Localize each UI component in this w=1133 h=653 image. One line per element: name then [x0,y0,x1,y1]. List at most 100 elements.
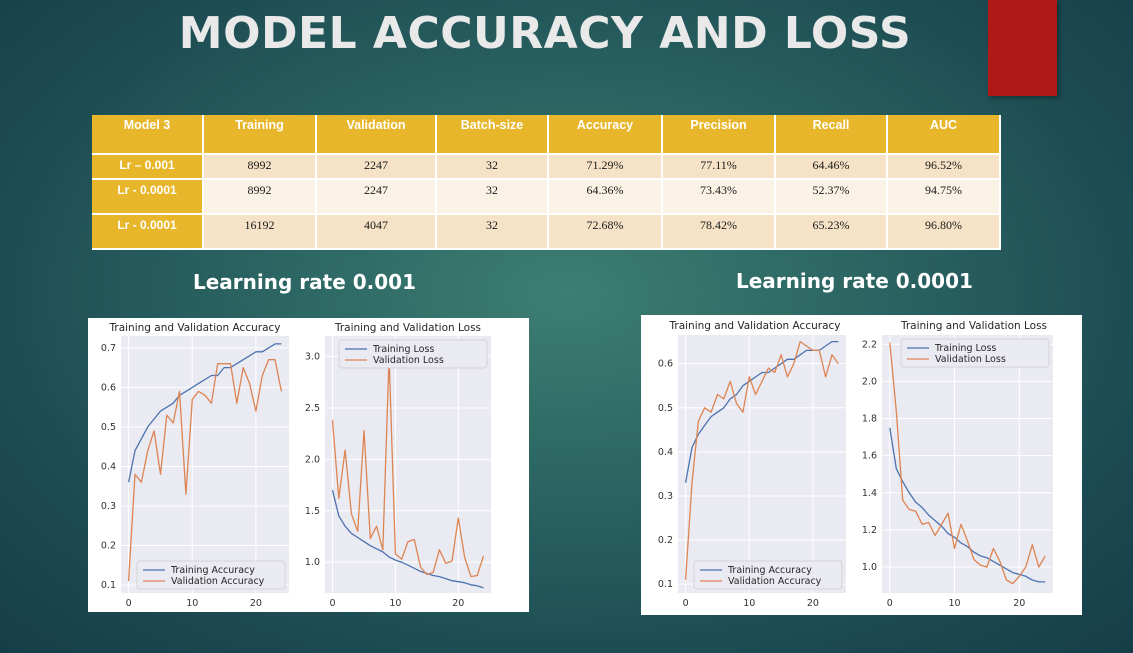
table-cell: 4047 [316,214,437,250]
table-cell: 71.29% [548,154,663,180]
column-header: Accuracy [548,115,663,155]
legend-box [693,560,843,590]
accuracy-chart-right: 0.1 0.2 0.3 0.4 0.5 0.6 0 10 20 Training and Vali… [658,320,846,609]
chart-title: Training and Validation Accuracy [669,320,841,332]
legend-label: Training Loss [372,344,434,355]
table-cell: 78.42% [662,214,776,250]
row-label: Lr - 0.0001 [92,179,204,215]
x-tick-label: 10 [948,598,960,609]
table-cell: 8992 [203,154,317,180]
subheading-left: Learning rate 0.001 [193,270,416,294]
table-cell: 8992 [203,179,317,215]
x-tick-label: 10 [743,598,755,609]
y-tick-label: 1.2 [862,525,877,536]
series-line-0 [331,490,484,589]
series-line-1 [684,340,839,580]
table-cell: 65.23% [775,214,888,250]
y-tick-label: 0.6 [101,382,116,393]
y-tick-label: 0.2 [658,535,673,546]
legend-box [338,339,488,369]
column-header: Training [203,115,317,155]
legend-label: Validation Accuracy [171,576,265,587]
y-tick-label: 0.3 [101,501,116,512]
plot-area [325,336,491,593]
table-cell: 94.75% [887,179,1001,215]
table-cell: 2247 [316,179,437,215]
legend-label: Validation Loss [935,354,1006,365]
y-tick-label: 0.1 [101,580,116,591]
chart-pair-left: 0.1 0.2 0.3 0.4 0.5 0.6 0.7 0 10 20 Training and V… [101,322,491,609]
column-header: Validation [316,115,437,155]
table-cell: 96.52% [887,154,1001,180]
x-tick-label: 0 [330,598,336,609]
y-tick-label: 2.0 [862,376,877,387]
y-tick-label: 1.0 [862,562,877,573]
x-tick-label: 0 [683,598,689,609]
x-tick-label: 10 [389,598,401,609]
y-tick-label: 0.4 [101,461,116,472]
plot-area [121,336,289,593]
x-tick-label: 0 [887,598,893,609]
x-tick-label: 20 [452,598,464,609]
row-label: Lr – 0.001 [92,154,204,180]
series-line-1 [127,359,283,582]
table-cell: 32 [436,214,549,250]
legend-box [136,560,286,590]
y-tick-label: 1.8 [862,414,877,425]
chart-pair-right: 0.1 0.2 0.3 0.4 0.5 0.6 0 10 20 Training and Vali… [658,320,1053,609]
y-tick-label: 0.3 [658,491,673,502]
plot-area [678,335,846,593]
y-tick-label: 0.2 [101,541,116,552]
column-header: Precision [662,115,776,155]
column-header: AUC [887,115,1001,155]
y-tick-label: 0.4 [658,447,673,458]
y-tick-label: 1.4 [862,488,877,499]
legend-label: Training Loss [934,343,996,354]
chart-title: Training and Validation Loss [334,322,481,334]
x-tick-label: 0 [126,598,132,609]
table-cell: 73.43% [662,179,776,215]
table-cell: 16192 [203,214,317,250]
accent-block [988,0,1057,96]
chart-title: Training and Validation Accuracy [109,322,281,334]
y-tick-label: 0.5 [101,422,116,433]
table-header-row: Model 3 Training Validation Batch-size A… [92,115,1001,155]
table-row: Lr – 0.001 8992 2247 32 71.29% 77.11% 64… [92,154,1001,180]
series-line-1 [331,355,485,578]
legend-box [900,338,1050,368]
y-tick-label: 1.0 [305,557,320,568]
x-tick-label: 20 [1013,598,1025,609]
loss-chart-left: 1.0 1.5 2.0 2.5 3.0 0 10 20 Training and Validat… [305,322,491,609]
y-tick-label: 0.5 [658,403,673,414]
chart-title: Training and Validation Loss [900,320,1047,332]
legend-label: Validation Accuracy [728,576,822,587]
y-tick-label: 1.5 [305,506,320,517]
table-cell: 32 [436,154,549,180]
subheading-right: Learning rate 0.0001 [736,269,973,293]
series-line-0 [127,343,282,483]
table-row: Lr - 0.0001 8992 2247 32 64.36% 73.43% 5… [92,179,1001,215]
chart-panel-lr-0001: 0.1 0.2 0.3 0.4 0.5 0.6 0.7 0 10 20 Training and V… [88,318,529,612]
metrics-table: Model 3 Training Validation Batch-size A… [92,115,1001,250]
legend-label: Validation Loss [373,355,444,366]
x-tick-label: 20 [250,598,262,609]
y-tick-label: 1.6 [862,451,877,462]
table-cell: 72.68% [548,214,663,250]
y-tick-label: 0.6 [658,359,673,370]
column-header: Recall [775,115,888,155]
x-tick-label: 20 [807,598,819,609]
row-label: Lr - 0.0001 [92,214,204,250]
chart-panel-lr-00001: 0.1 0.2 0.3 0.4 0.5 0.6 0 10 20 Training and Vali… [641,315,1082,615]
column-header: Model 3 [92,115,204,155]
table-cell: 32 [436,179,549,215]
column-header: Batch-size [436,115,549,155]
y-tick-label: 2.0 [305,454,320,465]
y-tick-label: 2.2 [862,339,877,350]
x-tick-label: 10 [186,598,198,609]
table-cell: 77.11% [662,154,776,180]
slide-title: MODEL ACCURACY AND LOSS [178,8,912,59]
